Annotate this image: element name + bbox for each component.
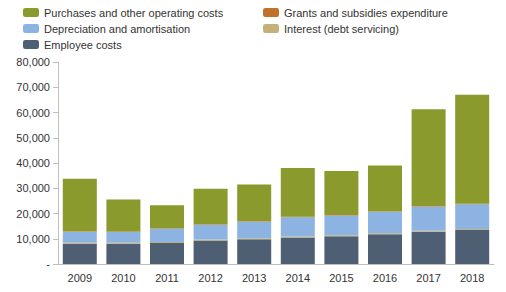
svg-text:Employee costs: Employee costs [44,39,122,51]
svg-text:Depreciation and amortisation: Depreciation and amortisation [44,23,190,35]
svg-text:2017: 2017 [416,272,440,284]
svg-text:-: - [46,258,50,270]
svg-text:2010: 2010 [111,272,135,284]
svg-text:2009: 2009 [68,272,92,284]
svg-text:2015: 2015 [329,272,353,284]
svg-text:80,000: 80,000 [16,56,50,68]
svg-text:2011: 2011 [155,272,179,284]
svg-text:2018: 2018 [460,272,484,284]
svg-text:Grants and subsidies expenditu: Grants and subsidies expenditure [284,7,448,19]
svg-text:20,000: 20,000 [16,208,50,220]
svg-text:2016: 2016 [373,272,397,284]
svg-text:2013: 2013 [242,272,266,284]
svg-text:50,000: 50,000 [16,132,50,144]
svg-text:Purchases and other operating: Purchases and other operating costs [44,7,224,19]
svg-text:30,000: 30,000 [16,182,50,194]
svg-text:Interest (debt servicing): Interest (debt servicing) [284,23,399,35]
svg-text:70,000: 70,000 [16,81,50,93]
svg-text:10,000: 10,000 [16,233,50,245]
svg-text:60,000: 60,000 [16,107,50,119]
svg-text:2014: 2014 [286,272,310,284]
svg-text:2012: 2012 [198,272,222,284]
svg-text:40,000: 40,000 [16,157,50,169]
